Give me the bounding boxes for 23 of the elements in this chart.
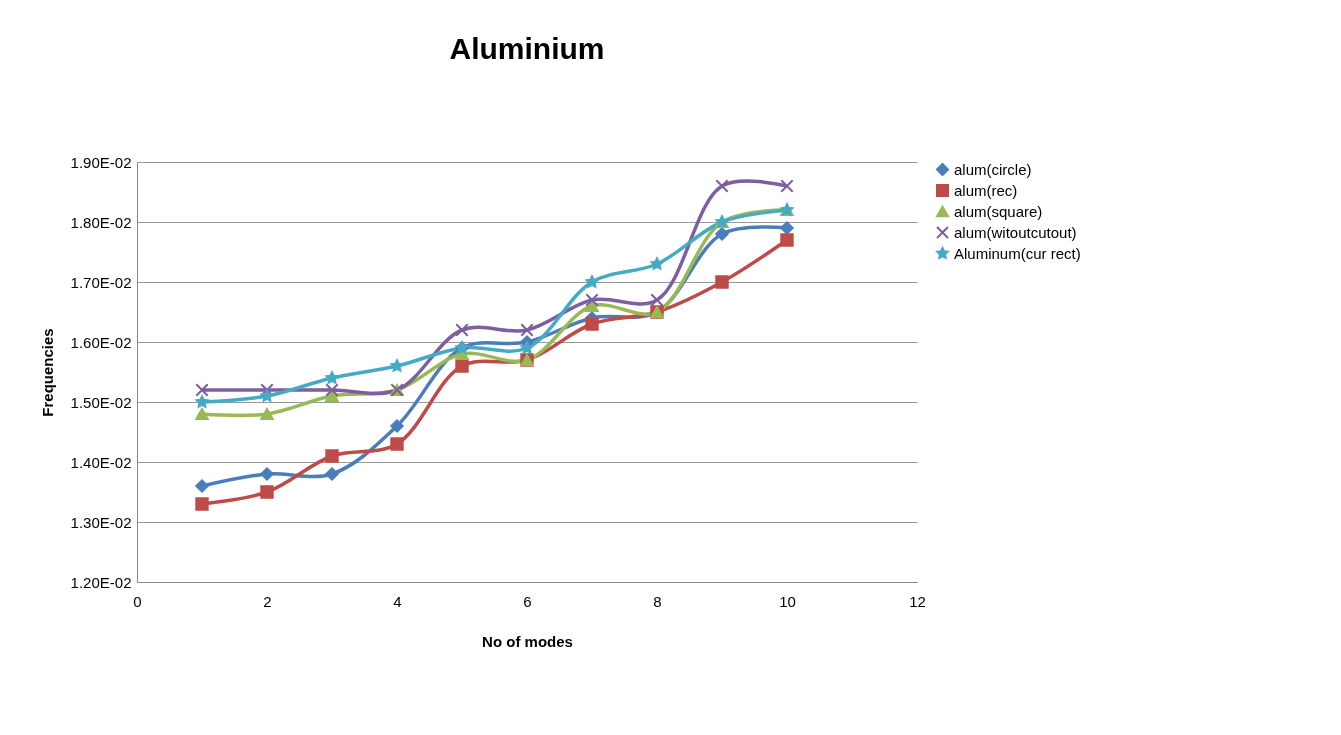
chart-title: Aluminium [449, 32, 605, 65]
x-axis-title: No of modes [482, 632, 573, 650]
x-tick-label: 4 [393, 592, 402, 610]
x-tick-label: 2 [263, 592, 272, 610]
y-tick-label: 1.20E-02 [70, 573, 132, 591]
y-tick-label: 1.80E-02 [70, 213, 132, 231]
y-tick-label: 1.60E-02 [70, 333, 132, 351]
x-tick-label: 0 [133, 592, 142, 610]
x-tick-label: 10 [779, 592, 796, 610]
x-tick-label: 8 [653, 592, 662, 610]
y-tick-label: 1.70E-02 [70, 273, 132, 291]
y-tick-label: 1.30E-02 [70, 513, 132, 531]
legend-label: Aluminum(cur rect) [954, 244, 1081, 262]
y-tick-label: 1.40E-02 [70, 453, 132, 471]
y-tick-label: 1.90E-02 [70, 153, 132, 171]
legend-label: alum(circle) [954, 160, 1032, 178]
y-axis-title: Frequencies [38, 328, 56, 417]
x-tick-label: 12 [909, 592, 926, 610]
legend-label: alum(witoutcutout) [954, 223, 1077, 241]
legend-label: alum(rec) [954, 181, 1018, 199]
y-tick-label: 1.50E-02 [70, 393, 132, 411]
x-tick-label: 6 [523, 592, 532, 610]
legend-label: alum(square) [954, 202, 1043, 220]
